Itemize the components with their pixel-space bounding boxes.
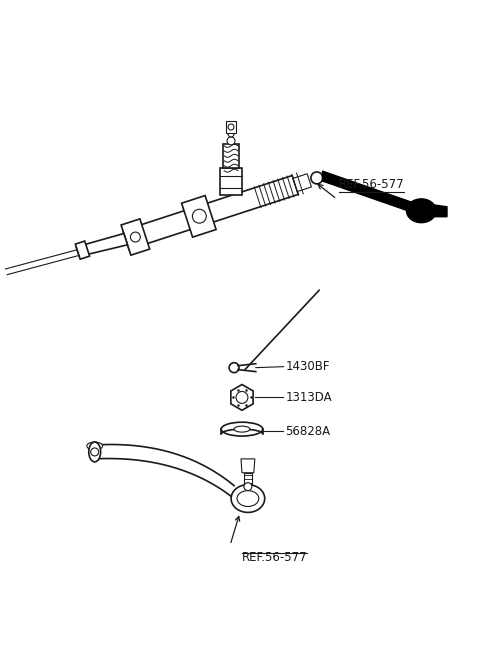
Text: 1313DA: 1313DA xyxy=(286,391,332,404)
Text: REF.56-577: REF.56-577 xyxy=(242,551,308,564)
Ellipse shape xyxy=(234,426,250,432)
Ellipse shape xyxy=(407,199,436,223)
Ellipse shape xyxy=(237,491,259,506)
Polygon shape xyxy=(293,174,312,191)
Polygon shape xyxy=(241,459,255,473)
Text: 1430BF: 1430BF xyxy=(286,360,330,373)
Polygon shape xyxy=(433,205,447,217)
FancyBboxPatch shape xyxy=(220,168,242,195)
Circle shape xyxy=(236,392,248,403)
Text: REF.56-577: REF.56-577 xyxy=(339,178,405,191)
FancyBboxPatch shape xyxy=(226,121,236,133)
Circle shape xyxy=(244,483,252,491)
Circle shape xyxy=(228,131,234,137)
Polygon shape xyxy=(244,473,252,487)
Ellipse shape xyxy=(231,485,264,512)
Text: 56828A: 56828A xyxy=(286,424,331,438)
Ellipse shape xyxy=(87,442,103,450)
Circle shape xyxy=(131,232,140,242)
Circle shape xyxy=(311,172,323,184)
Circle shape xyxy=(228,124,234,130)
Circle shape xyxy=(91,448,99,456)
Polygon shape xyxy=(123,176,298,250)
Polygon shape xyxy=(76,233,128,256)
Ellipse shape xyxy=(221,422,263,436)
Circle shape xyxy=(227,137,235,145)
Polygon shape xyxy=(231,384,253,410)
Ellipse shape xyxy=(89,442,101,462)
Polygon shape xyxy=(75,241,90,259)
Polygon shape xyxy=(121,219,150,255)
Polygon shape xyxy=(323,171,416,214)
Polygon shape xyxy=(181,196,216,237)
FancyBboxPatch shape xyxy=(223,144,239,168)
Circle shape xyxy=(192,209,206,223)
